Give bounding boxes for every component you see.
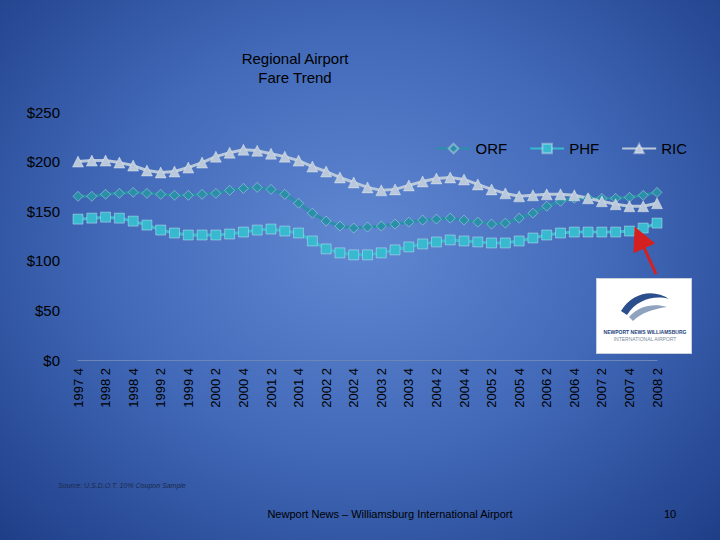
svg-text:2004 4: 2004 4 — [457, 368, 472, 408]
svg-text:2007 4: 2007 4 — [622, 368, 637, 408]
html-text:NEWPORT NEWS WILLIAMSBURG: NEWPORT NEWS WILLIAMSBURG — [603, 329, 687, 335]
svg-text:2000 2: 2000 2 — [208, 368, 223, 408]
svg-text:$50: $50 — [35, 302, 60, 319]
svg-text:2002 2: 2002 2 — [319, 368, 334, 408]
svg-text:$200: $200 — [27, 153, 60, 170]
svg-text:Regional Airport: Regional Airport — [242, 50, 350, 67]
svg-text:2004 2: 2004 2 — [429, 368, 444, 408]
html-text:Source: U.S.D.O.T. 10% Coupon: Source: U.S.D.O.T. 10% Coupon Sample — [58, 482, 186, 489]
svg-text:PHF: PHF — [569, 140, 599, 157]
svg-text:1998 2: 1998 2 — [98, 368, 113, 408]
svg-text:2005 4: 2005 4 — [512, 368, 527, 408]
svg-text:$150: $150 — [27, 203, 60, 220]
svg-text:2006 4: 2006 4 — [567, 368, 582, 408]
svg-text:2005 2: 2005 2 — [484, 368, 499, 408]
svg-text:2003 4: 2003 4 — [401, 368, 416, 408]
svg-text:$250: $250 — [27, 104, 60, 121]
svg-text:1998 4: 1998 4 — [126, 368, 141, 408]
html-text:INTERNATIONAL AIRPORT: INTERNATIONAL AIRPORT — [613, 336, 677, 342]
svg-text:ORF: ORF — [476, 140, 508, 157]
svg-text:$0: $0 — [43, 352, 60, 369]
svg-text:2002 4: 2002 4 — [346, 368, 361, 408]
svg-text:Fare Trend: Fare Trend — [258, 69, 331, 86]
svg-text:1999 2: 1999 2 — [153, 368, 168, 408]
svg-text:1999 4: 1999 4 — [181, 368, 196, 408]
svg-text:2007 2: 2007 2 — [594, 368, 609, 408]
svg-text:2003 2: 2003 2 — [374, 368, 389, 408]
svg-text:2001 4: 2001 4 — [291, 368, 306, 408]
html-text:10: 10 — [664, 508, 677, 520]
svg-text:1997 4: 1997 4 — [71, 368, 86, 408]
svg-text:2001 2: 2001 2 — [264, 368, 279, 408]
svg-text:2000 4: 2000 4 — [236, 368, 251, 408]
svg-text:2006 2: 2006 2 — [539, 368, 554, 408]
svg-text:2008 2: 2008 2 — [650, 368, 665, 408]
html-text:Newport News – Williamsburg In: Newport News – Williamsburg Internationa… — [267, 508, 513, 520]
svg-text:$100: $100 — [27, 252, 60, 269]
svg-text:RIC: RIC — [661, 140, 687, 157]
